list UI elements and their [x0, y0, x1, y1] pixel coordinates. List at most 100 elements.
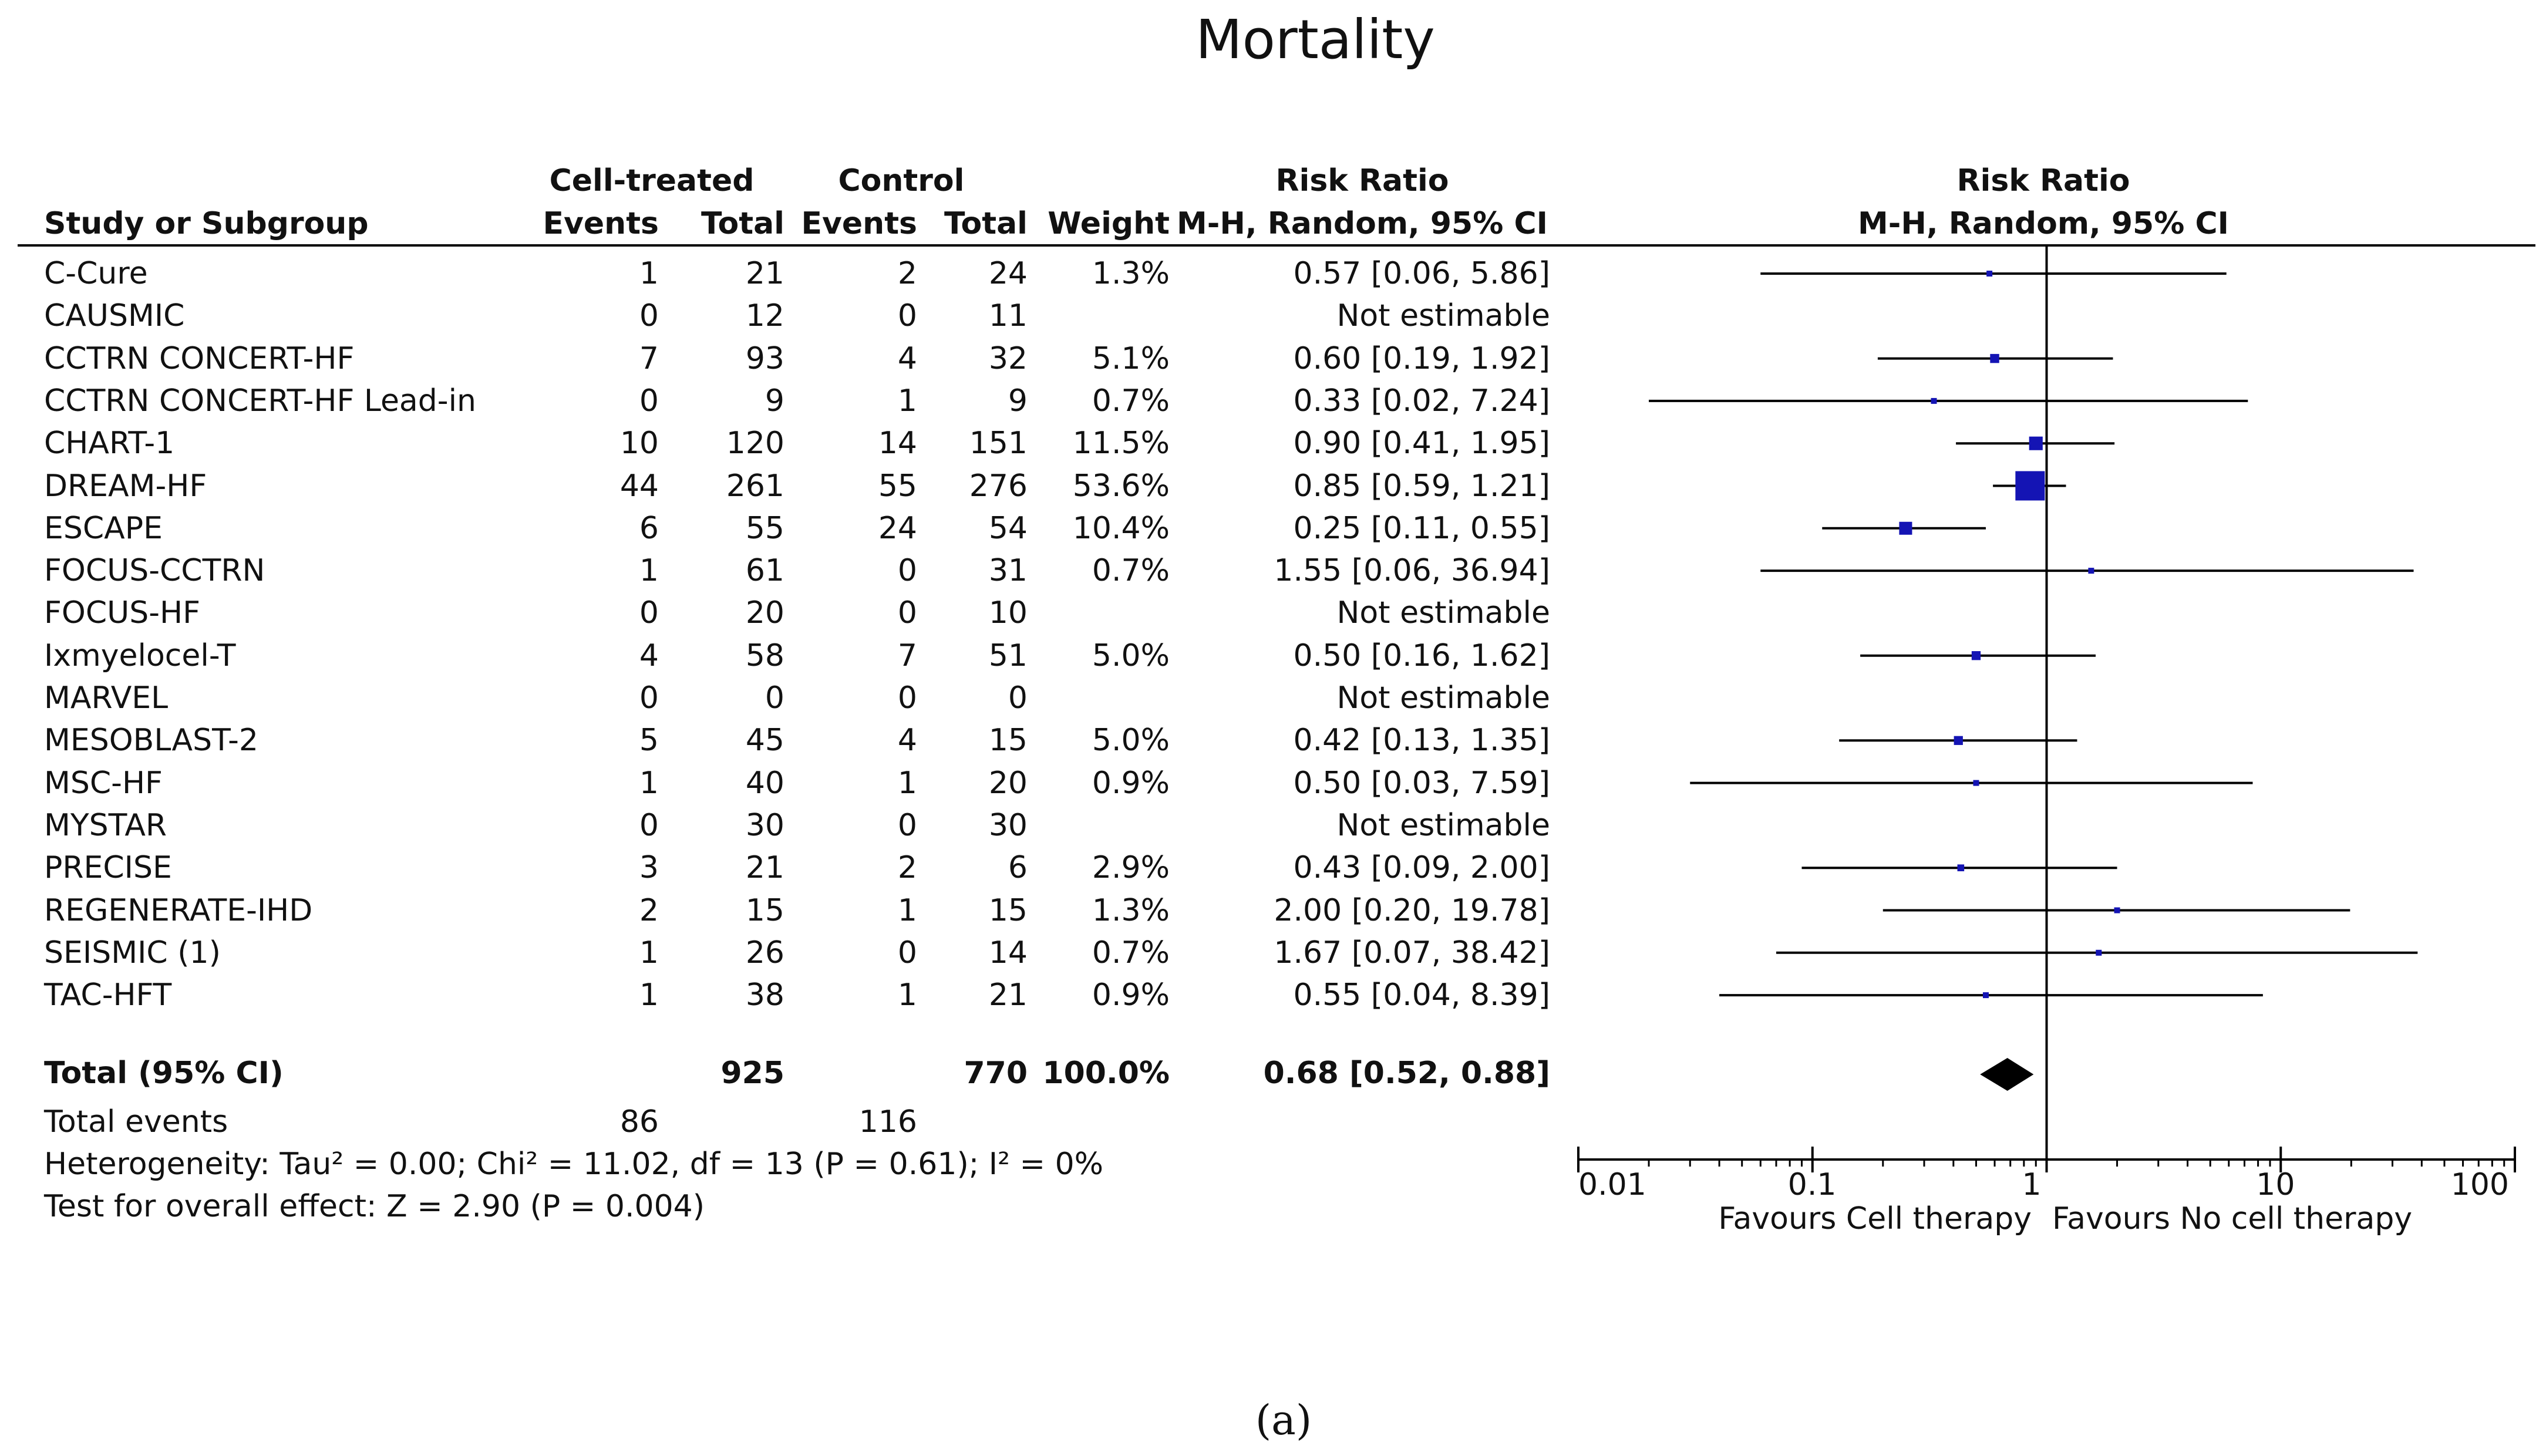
x-tick-label: 0.01 — [1578, 1167, 1646, 1202]
control-total: 15 — [988, 892, 1028, 928]
control-events: 4 — [897, 341, 917, 376]
favours-left-label: Favours Cell therapy — [1718, 1201, 2032, 1236]
study-ci: 0.43 [0.09, 2.00] — [1293, 850, 1550, 886]
cell-total: 120 — [726, 426, 784, 461]
header-cell-treated: Cell-treated — [549, 163, 755, 198]
study-name: FOCUS-CCTRN — [44, 553, 265, 589]
header-cell-events: Events — [543, 206, 659, 241]
study-point-square — [2096, 949, 2102, 956]
header-study: Study or Subgroup — [44, 206, 369, 241]
study-name: TAC-HFT — [44, 978, 172, 1013]
control-events: 0 — [897, 807, 917, 843]
control-total: 51 — [988, 638, 1028, 673]
control-total: 6 — [1008, 850, 1028, 886]
control-events: 0 — [897, 595, 917, 631]
control-events: 2 — [897, 256, 917, 291]
study-weight: 11.5% — [1072, 426, 1170, 461]
study-name: C-Cure — [44, 256, 148, 291]
study-point-square — [1971, 651, 1981, 660]
study-name: CHART-1 — [44, 426, 175, 461]
cell-total: 93 — [745, 341, 784, 376]
cell-total: 40 — [745, 765, 784, 801]
study-ci: 0.25 [0.11, 0.55] — [1293, 510, 1550, 546]
study-ci: 2.00 [0.20, 19.78] — [1274, 892, 1550, 928]
header-control: Control — [838, 163, 965, 198]
cell-events: 0 — [639, 680, 659, 716]
study-point-square — [1899, 521, 1912, 535]
header-risk-ratio: Risk Ratio — [1275, 163, 1449, 198]
cell-total: 15 — [745, 892, 784, 928]
control-events: 55 — [878, 468, 917, 504]
study-weight: 2.9% — [1092, 850, 1170, 886]
total-weight: 100.0% — [1042, 1056, 1170, 1091]
total-effect-diamond — [1980, 1058, 2034, 1091]
study-ci: Not estimable — [1336, 298, 1550, 334]
study-weight: 1.3% — [1092, 256, 1170, 291]
header-control-events: Events — [801, 206, 917, 241]
study-ci: 0.50 [0.16, 1.62] — [1293, 638, 1550, 673]
control-events: 24 — [878, 510, 917, 546]
control-total: 54 — [988, 510, 1028, 546]
study-name: CAUSMIC — [44, 298, 185, 334]
cell-total: 12 — [745, 298, 784, 334]
control-events: 14 — [878, 426, 917, 461]
study-point-square — [2029, 436, 2043, 450]
study-ci: 0.42 [0.13, 1.35] — [1293, 723, 1550, 759]
total-events-control: 116 — [858, 1104, 917, 1140]
cell-events: 6 — [639, 510, 659, 546]
favours-right-label: Favours No cell therapy — [2052, 1201, 2413, 1236]
study-ci: Not estimable — [1336, 807, 1550, 843]
cell-total: 20 — [745, 595, 784, 631]
study-point-square — [1973, 780, 1979, 786]
study-point-square — [1982, 992, 1989, 999]
control-events: 1 — [897, 892, 917, 928]
study-weight: 0.7% — [1092, 553, 1170, 589]
study-weight: 10.4% — [1072, 510, 1170, 546]
study-name: CCTRN CONCERT-HF — [44, 341, 355, 376]
study-weight: 1.3% — [1092, 892, 1170, 928]
cell-total: 261 — [726, 468, 784, 504]
cell-total: 26 — [745, 935, 784, 970]
cell-events: 10 — [619, 426, 659, 461]
cell-events: 3 — [639, 850, 659, 886]
study-weight: 5.0% — [1092, 723, 1170, 759]
cell-events: 5 — [639, 723, 659, 759]
study-weight: 0.7% — [1092, 383, 1170, 419]
study-weight: 5.1% — [1092, 341, 1170, 376]
study-name: MESOBLAST-2 — [44, 723, 258, 759]
control-events: 1 — [897, 383, 917, 419]
study-point-square — [2114, 907, 2120, 914]
overall-effect-text: Test for overall effect: Z = 2.90 (P = 0… — [44, 1189, 705, 1224]
control-total: 276 — [969, 468, 1028, 504]
cell-events: 1 — [639, 935, 659, 970]
control-total: 24 — [988, 256, 1028, 291]
study-name: SEISMIC (1) — [44, 935, 221, 970]
study-name: CCTRN CONCERT-HF Lead-in — [44, 383, 476, 419]
study-point-square — [1954, 736, 1963, 745]
cell-events: 1 — [639, 765, 659, 801]
study-ci: 1.67 [0.07, 38.42] — [1274, 935, 1550, 970]
study-ci: 0.33 [0.02, 7.24] — [1293, 383, 1550, 419]
study-point-square — [2088, 568, 2094, 574]
cell-total: 58 — [745, 638, 784, 673]
study-weight: 0.9% — [1092, 978, 1170, 1013]
control-events: 1 — [897, 978, 917, 1013]
cell-events: 7 — [639, 341, 659, 376]
study-ci: 0.90 [0.41, 1.95] — [1293, 426, 1550, 461]
control-events: 4 — [897, 723, 917, 759]
control-total: 31 — [988, 553, 1028, 589]
header-risk-ratio-method: M-H, Random, 95% CI — [1177, 206, 1548, 241]
cell-total: 21 — [745, 256, 784, 291]
cell-events: 0 — [639, 298, 659, 334]
cell-events: 0 — [639, 807, 659, 843]
cell-events: 2 — [639, 892, 659, 928]
cell-events: 1 — [639, 978, 659, 1013]
total-events-cell: 86 — [619, 1104, 659, 1140]
study-name: FOCUS-HF — [44, 595, 200, 631]
total-ci: 0.68 [0.52, 0.88] — [1263, 1056, 1550, 1091]
x-tick-label: 0.1 — [1787, 1167, 1837, 1202]
heterogeneity-text: Heterogeneity: Tau² = 0.00; Chi² = 11.02… — [44, 1147, 1104, 1182]
study-point-square — [2015, 471, 2045, 501]
header-weight: Weight — [1048, 206, 1170, 241]
